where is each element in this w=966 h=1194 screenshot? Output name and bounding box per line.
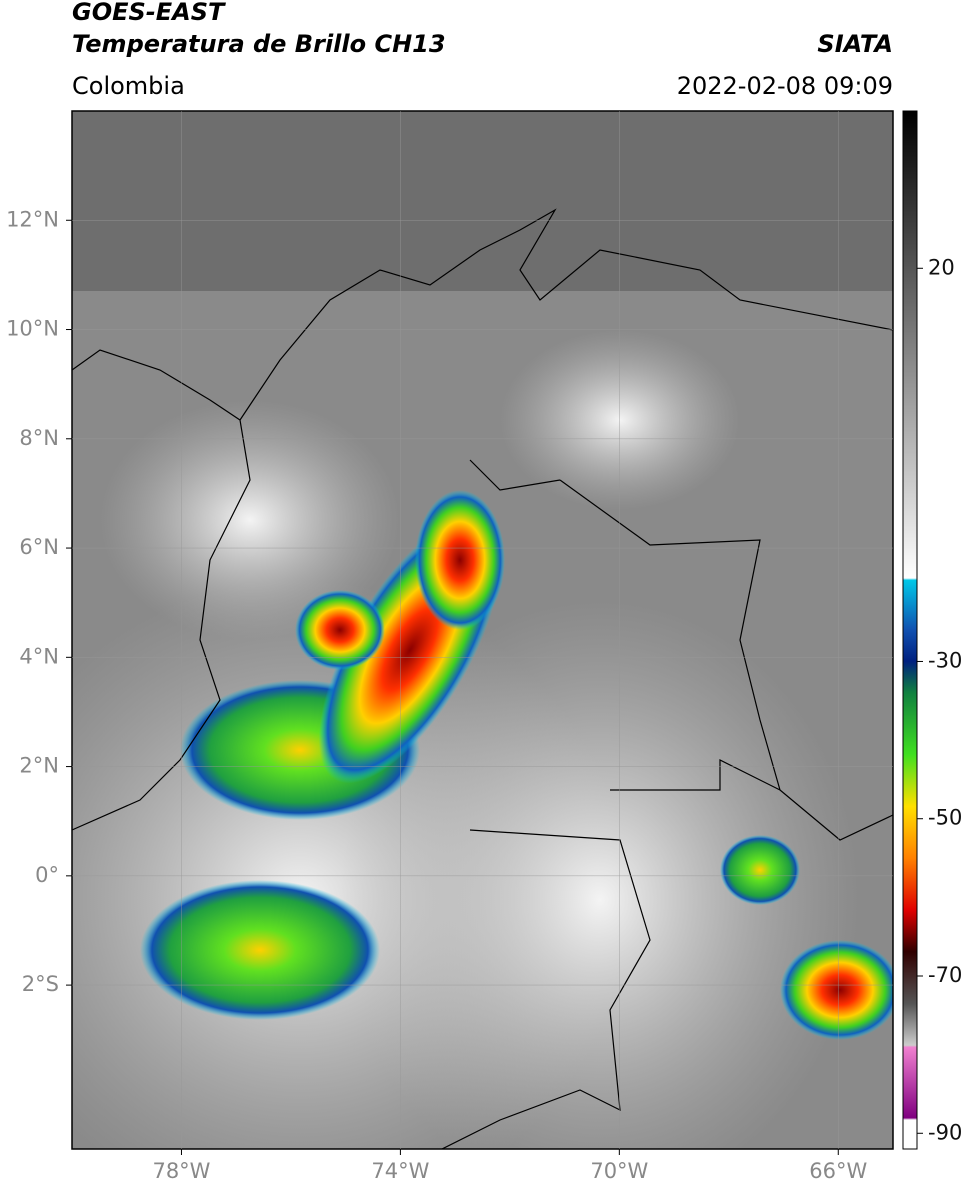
y-tick-label: 12°N: [6, 207, 59, 231]
x-tick-label: 78°W: [152, 1159, 210, 1183]
subtitle: Temperatura de Brillo CH13: [72, 30, 446, 58]
y-tick-label: 6°N: [19, 535, 59, 559]
y-tick-label: 2°N: [19, 754, 59, 778]
datetime: 2022-02-08 09:09: [677, 72, 893, 100]
colorbar-label: -90: [928, 1120, 962, 1144]
y-tick-label: 8°N: [19, 426, 59, 450]
colorbar: [902, 110, 918, 1150]
source: SIATA: [817, 30, 893, 58]
y-tick-label: 4°N: [19, 644, 59, 668]
map-frame: [71, 110, 894, 1150]
region: Colombia: [72, 72, 185, 100]
colorbar-label: -70: [928, 963, 962, 987]
x-tick-label: 70°W: [590, 1159, 648, 1183]
colorbar-label: 20: [928, 255, 955, 279]
title: GOES-EAST: [72, 0, 226, 26]
colorbar-label: -30: [928, 648, 962, 672]
y-tick-label: 0°: [35, 863, 59, 887]
colorbar-label: -50: [928, 806, 962, 830]
satellite-image: [72, 111, 893, 1149]
x-tick-label: 74°W: [371, 1159, 429, 1183]
x-tick-label: 66°W: [809, 1159, 867, 1183]
y-tick-label: 10°N: [6, 317, 59, 341]
y-tick-label: 2°S: [22, 972, 59, 996]
